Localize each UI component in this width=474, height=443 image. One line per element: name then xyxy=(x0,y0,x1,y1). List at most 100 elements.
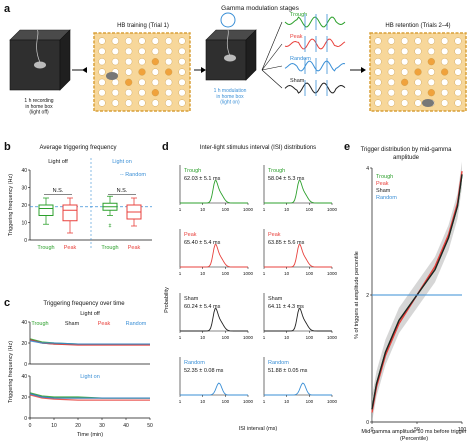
panel-b-ytick-label: 30 xyxy=(21,186,27,192)
maze-training-hole xyxy=(178,47,186,55)
panel-d-xtick-label: 10 xyxy=(200,271,206,276)
panel-b-box xyxy=(38,204,54,216)
maze-retention-hole xyxy=(387,68,395,76)
maze-retention-hole xyxy=(374,89,382,97)
modulation-box-cable xyxy=(226,29,231,57)
panel-d-xlabel: ISI interval (ms) xyxy=(239,426,278,432)
panel-d-xtick-label: 1 xyxy=(263,207,266,212)
maze-retention-hole xyxy=(441,58,449,66)
modulation-box xyxy=(205,29,257,81)
maze-training-hole xyxy=(125,47,133,55)
maze-retention-hole xyxy=(454,58,462,66)
panel-e-ytick-label: 2 xyxy=(366,293,369,299)
maze-training-hole xyxy=(125,78,133,86)
panel-d-xtick-label: 1 xyxy=(179,271,182,276)
maze-retention-hole xyxy=(374,47,382,55)
panel-c-subplot-label: Light off xyxy=(80,311,100,317)
panel-d-row-label: Peak xyxy=(184,232,197,238)
panel-d-row-label: Trough xyxy=(184,168,201,174)
recording-box-mouse xyxy=(34,61,46,69)
maze-training-hole xyxy=(178,89,186,97)
maze-retention-hole xyxy=(441,89,449,97)
stage-branch-arrow xyxy=(261,65,283,71)
panel-b-ytick-label: 40 xyxy=(21,168,27,174)
maze-retention-hole xyxy=(427,47,435,55)
maze-training xyxy=(93,32,191,112)
maze-retention-hole xyxy=(401,78,409,86)
stage-trace-peak xyxy=(284,38,346,50)
stage-trace-sham xyxy=(284,82,346,94)
panel-d-xtick-label: 10 xyxy=(200,207,206,212)
panel-e-ylabel: % of triggers at amplitude percentile xyxy=(354,251,360,339)
maze-training-hole xyxy=(165,78,173,86)
panel-c-xtick-label: 0 xyxy=(29,423,32,429)
maze-training-hole xyxy=(178,37,186,45)
panel-b-title: Average triggering frequency xyxy=(40,145,117,151)
panel-b-box xyxy=(62,204,78,222)
maze-training-hole xyxy=(178,68,186,76)
panel-d-stat-label: 63.85 ± 5.6 ms xyxy=(268,240,305,246)
panel-d-stat-label: 60.24 ± 5.4 ms xyxy=(184,304,221,310)
panel-e-xtick-label: 50 xyxy=(414,427,420,433)
panel-letter-b: b xyxy=(4,141,11,153)
panel-e-legend-sham: Sham xyxy=(376,188,391,194)
panel-c-ytick-label: 20 xyxy=(21,395,27,401)
maze-retention-mouse xyxy=(422,99,434,107)
maze-retention-hole xyxy=(374,68,382,76)
arrow-1 xyxy=(82,67,87,73)
panel-d-isi-curve xyxy=(264,179,332,204)
panel-letter-a: a xyxy=(4,3,11,15)
maze-training-hole xyxy=(111,89,119,97)
recording-box-side xyxy=(59,29,71,91)
maze-training-hole xyxy=(125,89,133,97)
stage-label-sham: Sham xyxy=(290,78,305,84)
panel-d-xtick-label: 100 xyxy=(222,399,230,404)
panel-d-xtick-label: 10 xyxy=(284,399,290,404)
panel-d-xtick-label: 100 xyxy=(222,207,230,212)
panel-c-xtick-label: 10 xyxy=(51,423,57,429)
maze-training-hole xyxy=(165,68,173,76)
maze-training-hole xyxy=(138,37,146,45)
panel-d-xtick-label: 1000 xyxy=(243,335,254,340)
panel-c-subplot-label: Light on xyxy=(80,374,100,380)
maze-training-hole xyxy=(98,78,106,86)
maze-training-hole xyxy=(151,89,159,97)
panel-e-title-line2: amplitude xyxy=(393,155,420,161)
recording-box-top xyxy=(9,29,71,41)
panel-d-isi-curve xyxy=(264,382,332,396)
panel-d-xtick-label: 10 xyxy=(284,207,290,212)
maze-retention-hole xyxy=(387,58,395,66)
maze-training-hole xyxy=(98,89,106,97)
panel-d-xtick-label: 1000 xyxy=(243,207,254,212)
maze-retention-hole xyxy=(374,78,382,86)
panel-c-series-random xyxy=(29,340,150,345)
stage-branch-arrow xyxy=(261,43,283,71)
panel-e-legend-random: Random xyxy=(376,195,397,201)
maze-retention-hole xyxy=(454,78,462,86)
modulation-box-side xyxy=(245,29,257,81)
panel-d-xtick-label: 10 xyxy=(200,399,206,404)
maze-retention-hole xyxy=(414,68,422,76)
panel-d-xtick-label: 1 xyxy=(179,335,182,340)
panel-e-legend-peak: Peak xyxy=(376,181,389,187)
panel-e-confidence-band xyxy=(372,161,462,422)
arrow-2 xyxy=(201,67,206,73)
hb-retention-title: HB retention (Trials 2–4) xyxy=(385,23,450,29)
panel-d-isi-curve xyxy=(180,307,248,332)
maze-training-hole xyxy=(151,58,159,66)
maze-retention-hole xyxy=(441,99,449,107)
maze-retention-hole xyxy=(387,99,395,107)
panel-c-title: Triggering frequency over time xyxy=(43,301,125,307)
panel-e-xtick-label: 0 xyxy=(371,427,374,433)
maze-training-hole xyxy=(151,78,159,86)
panel-c-ytick-label: 0 xyxy=(24,416,27,422)
panel-d-xtick-label: 100 xyxy=(222,271,230,276)
panel-d-row-label: Random xyxy=(268,360,289,366)
panel-b-outlier: + xyxy=(109,222,112,228)
panel-d-xtick-label: 1 xyxy=(179,399,182,404)
maze-retention-hole xyxy=(414,78,422,86)
maze-retention-hole xyxy=(441,78,449,86)
panel-d-stat-label: 64.11 ± 4.3 ms xyxy=(268,304,304,310)
panel-d-isi-curve xyxy=(180,382,248,396)
